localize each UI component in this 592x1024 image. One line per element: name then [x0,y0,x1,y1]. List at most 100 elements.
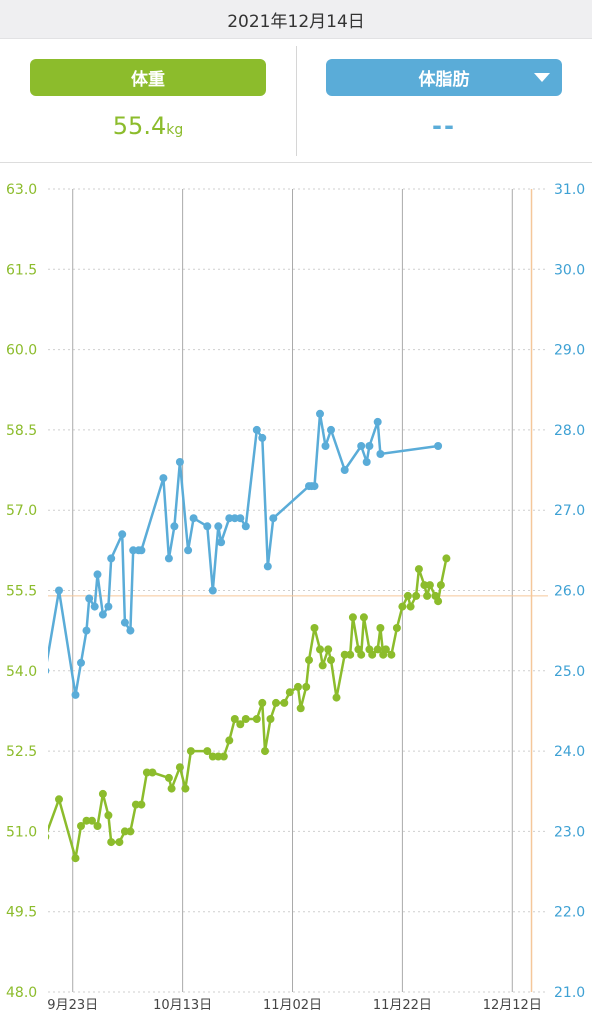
bodyfat-dropdown-button[interactable]: 体脂肪 [326,59,562,96]
y-left-tick-label: 54.0 [6,664,37,680]
weight-point [423,591,432,600]
weight-point [406,602,415,611]
bodyfat-point [217,538,226,547]
bodyfat-point [321,442,330,450]
y-right-tick-label: 29.0 [554,343,585,359]
bodyfat-tab-label: 体脂肪 [418,70,470,90]
weight-series [48,554,451,863]
bodyfat-point [373,417,382,426]
x-tick-label: 12月12日 [483,998,542,1013]
bodyfat-point [365,442,374,450]
bodyfat-point [126,626,135,635]
weight-point [316,645,324,654]
y-right-tick-label: 23.0 [554,824,585,840]
weight-point [381,645,390,654]
weight-point [357,650,366,659]
weight-point [203,747,212,756]
bodyfat-point [316,409,324,418]
bodyfat-point [184,546,193,555]
weight-point [167,784,176,793]
x-tick-label: 9月23日 [47,998,98,1013]
weight-point [294,682,302,691]
weight-point [285,688,294,697]
dropdown-caret-icon [534,73,550,82]
bodyfat-point [310,482,319,491]
bodyfat-point [376,450,385,458]
bodyfat-point [362,458,371,466]
weight-value-display: 55.4kg [0,112,296,140]
weight-point [310,624,319,632]
weight-point [412,591,421,600]
weight-point [392,624,401,632]
weight-point [373,645,382,654]
weight-bodyfat-chart[interactable]: 63.0 61.5 60.0 58.5 57.0 55.5 54.0 52.5 51.0 49.5… [0,163,592,1024]
weight-point [261,747,269,756]
y-right-tick-label: 21.0 [554,985,585,1001]
weight-point [403,591,412,600]
bodyfat-point [48,667,50,674]
bodyfat-point [98,610,107,619]
chart-top-border [0,162,592,163]
weight-tab-button[interactable]: 体重 [30,59,266,96]
weight-point [272,698,280,707]
weight-point [71,854,80,863]
y-left-tick-label: 58.5 [6,423,37,439]
weight-point [181,784,190,793]
weight-point [368,650,377,659]
y-right-tick-label: 24.0 [554,744,585,760]
y-left-tick-label: 51.0 [6,824,37,840]
bodyfat-point [164,554,173,563]
bodyfat-point [241,522,250,531]
x-tick-label: 10月13日 [153,998,212,1013]
weight-point [332,693,341,702]
y-right-tick-label: 25.0 [554,664,585,680]
weight-point [258,698,267,707]
bodyfat-point [77,658,85,667]
weight-point [252,715,261,723]
bodyfat-point [327,425,335,434]
y-right-tick-label: 27.0 [554,503,585,519]
y-left-tick-label: 55.5 [6,584,37,600]
bodyfat-point [93,570,102,579]
bodyfat-point [120,618,129,627]
weight-point [137,800,146,809]
bodyfat-point [90,602,99,611]
weight-point [98,789,107,798]
y-left-tick-label: 61.5 [6,262,37,278]
bodyfat-series [48,409,443,699]
bodyfat-point [225,514,234,523]
y-right-tick-label: 31.0 [554,182,585,198]
bodyfat-point [203,522,212,531]
weight-point [387,650,396,659]
weight-point [214,752,223,761]
bodyfat-point [137,546,146,555]
weight-point [305,656,313,665]
bodyfat-point [252,425,261,434]
bodyfat-point [104,602,113,611]
bodyfat-panel: 体脂肪 -- [296,38,592,162]
bodyfat-point [189,514,198,523]
bodyfat-point [236,514,245,523]
y-right-tick-label: 28.0 [554,423,585,439]
bodyfat-point [159,474,168,483]
bodyfat-point [85,594,94,603]
bodyfat-point [214,522,223,531]
weight-point [186,747,195,756]
x-tick-label: 11月22日 [373,998,432,1013]
weight-point [148,768,157,777]
weight-point [77,822,85,830]
bodyfat-point [263,562,272,571]
weight-point [115,838,124,847]
y-left-tick-label: 60.0 [6,343,37,359]
weight-point [93,822,102,830]
bodyfat-point [208,586,217,595]
weight-point [434,597,443,606]
y-left-tick-label: 63.0 [6,182,37,198]
bodyfat-point [170,522,179,531]
y-left-tick-label: 52.5 [6,744,37,760]
weight-point [340,650,349,659]
weight-point [208,752,217,761]
weight-point [318,661,327,670]
panel-divider [296,46,297,156]
weight-point [55,795,63,804]
